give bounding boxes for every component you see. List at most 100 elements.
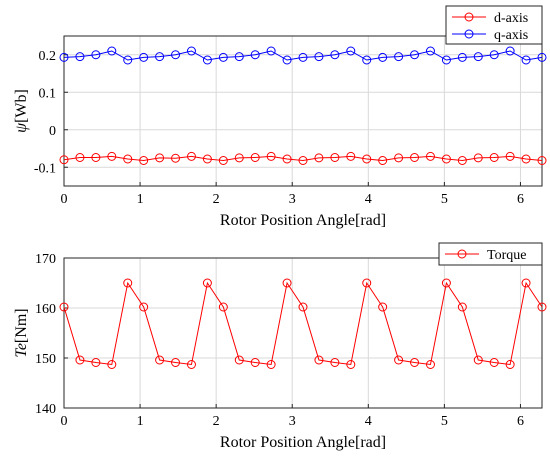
data-point [107, 151, 117, 161]
legend-label: q-axis [494, 28, 528, 43]
data-point [139, 52, 149, 62]
y-axis-unit: [Wb] [13, 89, 30, 123]
data-point [123, 55, 133, 65]
data-point [107, 46, 117, 56]
data-point [91, 50, 101, 60]
legend-marker [464, 12, 474, 22]
y-axis-label: Te[Nm] [13, 308, 30, 357]
data-point [378, 52, 388, 62]
data-point [505, 151, 515, 161]
data-point [521, 154, 531, 164]
chart-panel-1: 0 1 2 3 4 5 6 -0.1 0 0.1 0.2 Rotor Position Angle[r… [13, 5, 547, 229]
legend: Torque [438, 242, 543, 266]
data-point [457, 156, 467, 165]
plot-frame [63, 35, 543, 187]
legend-marker [464, 29, 474, 39]
data-point [346, 360, 356, 369]
plot-frame [63, 257, 543, 409]
data-point [346, 46, 356, 56]
data-point [489, 153, 499, 162]
y-axis-symbol: Te [13, 343, 30, 358]
x-tick-label: 4 [365, 192, 372, 207]
data-point [362, 278, 372, 288]
data-point [139, 302, 149, 312]
data-point [171, 358, 181, 367]
data-point [425, 46, 435, 56]
x-axis-label: Rotor Position Angle[rad] [220, 434, 386, 451]
data-point [250, 153, 260, 162]
data-point [330, 153, 340, 162]
data-point [457, 302, 467, 312]
legend-marker [457, 249, 467, 259]
data-point [75, 153, 85, 162]
data-point [473, 355, 483, 365]
data-point [250, 50, 260, 60]
data-point [457, 52, 467, 62]
data-point [330, 50, 340, 60]
data-point [202, 154, 212, 164]
data-point [473, 153, 483, 163]
data-point [266, 151, 276, 161]
data-point [362, 55, 372, 65]
data-point [505, 360, 515, 369]
data-point [171, 153, 181, 163]
data-point [505, 46, 515, 56]
data-point [155, 52, 165, 62]
data-point [410, 50, 420, 60]
x-tick-label: 0 [61, 192, 68, 207]
data-point [123, 278, 133, 288]
data-point [521, 278, 531, 288]
data-point [489, 50, 499, 60]
data-point [314, 52, 324, 62]
data-point [410, 153, 420, 162]
data-point [186, 46, 196, 56]
legend-label: d-axis [494, 11, 528, 26]
data-point [186, 151, 196, 161]
data-point [202, 278, 212, 288]
y-tick-label: 0 [49, 124, 56, 139]
data-point [473, 52, 483, 62]
x-tick-label: 1 [137, 192, 144, 207]
data-point [218, 52, 228, 62]
data-point [330, 358, 340, 367]
data-point [441, 154, 451, 164]
data-point [155, 355, 165, 365]
data-point [266, 360, 276, 369]
legend-label: Torque [487, 248, 526, 263]
data-point [282, 154, 292, 164]
data-point [218, 302, 228, 312]
y-tick-label: 160 [35, 302, 56, 317]
data-point [266, 46, 276, 56]
y-tick-label: 170 [35, 252, 56, 267]
x-tick-label: 2 [213, 192, 220, 207]
data-point [298, 302, 308, 312]
x-tick-label: 6 [517, 414, 524, 429]
data-point [537, 302, 547, 312]
data-point [441, 278, 451, 288]
data-point [425, 151, 435, 161]
y-tick-label: 140 [35, 402, 56, 417]
data-point [139, 156, 149, 165]
y-tick-label: -0.1 [34, 161, 56, 176]
x-tick-label: 0 [61, 414, 68, 429]
y-axis-symbol: ψ [13, 122, 30, 133]
data-point [378, 302, 388, 312]
y-axis-label: ψ[Wb] [13, 89, 30, 133]
data-point [218, 156, 228, 165]
x-tick-label: 1 [137, 414, 144, 429]
x-tick-label: 6 [517, 192, 524, 207]
data-point [298, 156, 308, 165]
legend: d-axis q-axis [445, 5, 543, 45]
data-point [394, 355, 404, 365]
data-point [186, 360, 196, 369]
y-tick-label: 150 [35, 352, 56, 367]
legend-box [438, 242, 543, 266]
x-tick-label: 4 [365, 414, 372, 429]
y-axis-unit: [Nm] [13, 308, 30, 343]
data-point [394, 153, 404, 163]
data-point [282, 278, 292, 288]
data-point [59, 302, 69, 312]
data-point [107, 360, 117, 369]
x-axis-label: Rotor Position Angle[rad] [220, 212, 386, 229]
